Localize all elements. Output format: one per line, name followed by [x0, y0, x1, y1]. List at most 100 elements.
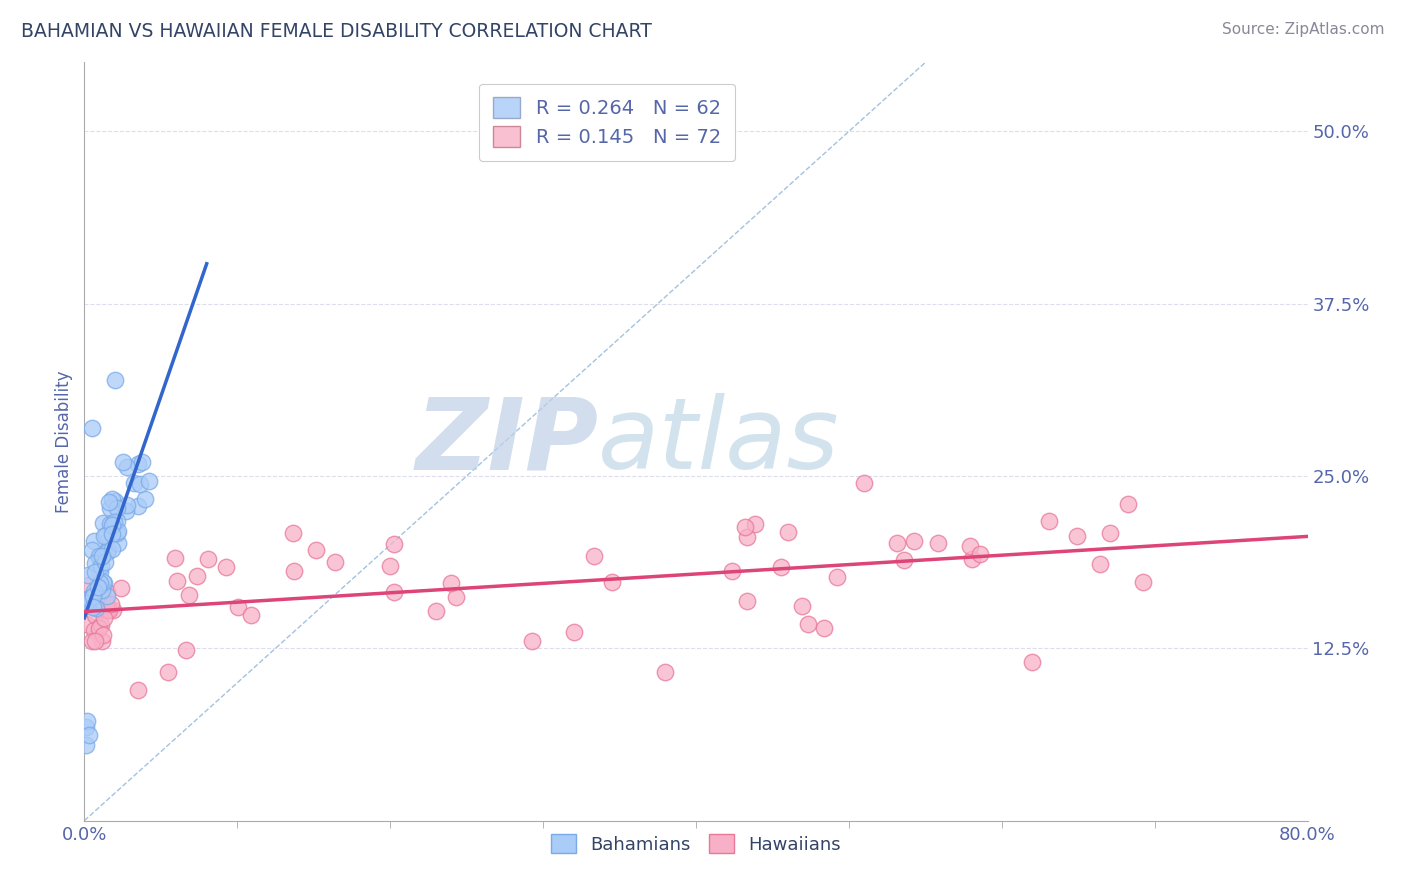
Point [84, 600, 107, 615]
Point [82, 590, 104, 604]
Point [959, 539, 981, 553]
Point [654, 665, 676, 679]
Point [186, 569, 208, 583]
Point [177, 588, 200, 602]
Point [138, 474, 160, 488]
Point [91, 516, 114, 530]
Point [90, 549, 112, 563]
Point [1038, 514, 1060, 528]
Legend: Bahamians, Hawaiians: Bahamians, Hawaiians [544, 827, 848, 861]
Point [1116, 497, 1139, 511]
Point [927, 536, 949, 550]
Point [111, 455, 134, 469]
Point [110, 581, 132, 595]
Point [735, 530, 758, 544]
Point [744, 517, 766, 532]
Point [969, 547, 991, 561]
Point [75, 738, 97, 752]
Point [80, 421, 103, 435]
Point [100, 597, 122, 611]
Point [115, 504, 138, 518]
Point [105, 526, 128, 541]
Point [174, 642, 197, 657]
Point [128, 477, 150, 491]
Point [165, 550, 187, 565]
Point [84, 556, 107, 570]
Point [101, 541, 124, 556]
Point [444, 590, 467, 604]
Point [77, 598, 100, 612]
Point [83, 565, 105, 579]
Point [776, 525, 799, 540]
Point [98, 494, 121, 508]
Point [378, 558, 401, 573]
Point [134, 492, 156, 507]
Point [93, 576, 115, 591]
Point [825, 569, 848, 583]
Point [197, 552, 219, 566]
Point [382, 585, 405, 599]
Point [83, 583, 105, 598]
Point [960, 552, 983, 566]
Point [853, 476, 876, 491]
Point [323, 555, 346, 569]
Point [79, 592, 101, 607]
Point [283, 564, 305, 578]
Point [98, 500, 121, 515]
Point [97, 542, 120, 557]
Point [886, 535, 908, 549]
Point [562, 624, 585, 639]
Point [107, 536, 129, 550]
Point [127, 682, 149, 697]
Point [101, 491, 124, 506]
Point [100, 527, 122, 541]
Point [75, 596, 97, 610]
Point [281, 525, 304, 540]
Point [166, 574, 188, 588]
Point [96, 589, 118, 603]
Point [1021, 655, 1043, 669]
Point [93, 529, 115, 543]
Point [91, 583, 114, 598]
Point [89, 588, 111, 602]
Text: BAHAMIAN VS HAWAIIAN FEMALE DISABILITY CORRELATION CHART: BAHAMIAN VS HAWAIIAN FEMALE DISABILITY C… [21, 22, 652, 41]
Point [107, 524, 129, 539]
Point [96, 603, 118, 617]
Point [93, 611, 115, 625]
Point [115, 499, 138, 513]
Point [105, 500, 128, 515]
Point [89, 576, 111, 591]
Point [75, 617, 97, 632]
Point [83, 624, 105, 638]
Point [89, 550, 111, 565]
Point [122, 476, 145, 491]
Point [82, 600, 104, 615]
Point [93, 574, 115, 589]
Point [83, 534, 105, 549]
Point [94, 597, 117, 611]
Point [735, 594, 758, 608]
Point [76, 714, 98, 729]
Point [101, 517, 124, 532]
Point [89, 565, 111, 579]
Y-axis label: Female Disability: Female Disability [55, 370, 73, 513]
Point [104, 372, 127, 386]
Point [80, 543, 103, 558]
Point [87, 621, 110, 635]
Point [82, 589, 104, 603]
Point [94, 555, 117, 569]
Point [813, 621, 835, 635]
Point [86, 581, 108, 595]
Text: ZIP: ZIP [415, 393, 598, 490]
Text: Source: ZipAtlas.com: Source: ZipAtlas.com [1222, 22, 1385, 37]
Point [80, 634, 103, 648]
Point [425, 604, 447, 618]
Point [903, 533, 925, 548]
Point [583, 549, 606, 563]
Point [98, 516, 121, 531]
Point [157, 665, 180, 679]
Point [103, 515, 125, 529]
Point [75, 720, 97, 734]
Point [96, 528, 118, 542]
Point [1090, 557, 1112, 571]
